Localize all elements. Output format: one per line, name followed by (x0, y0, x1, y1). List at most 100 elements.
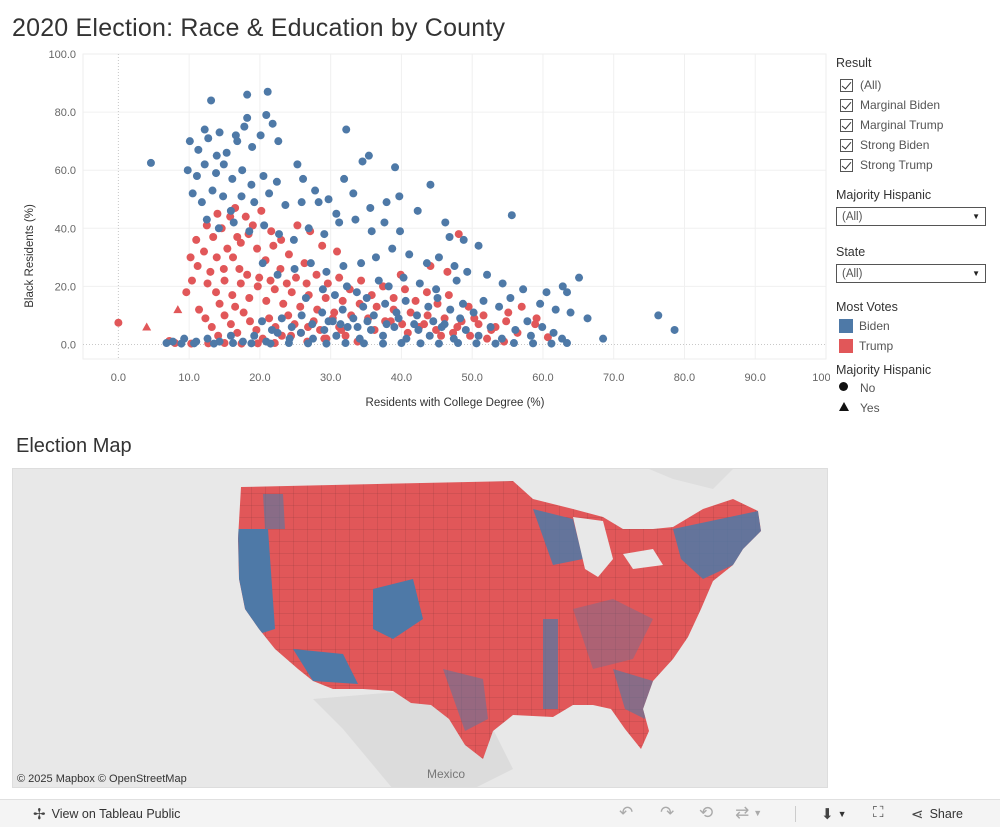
data-point[interactable] (434, 339, 443, 348)
data-point[interactable] (352, 288, 361, 297)
data-point[interactable] (469, 308, 478, 317)
result-checkbox-item[interactable]: Strong Biden (836, 135, 996, 155)
data-point[interactable] (406, 308, 415, 317)
data-point[interactable] (551, 305, 560, 314)
data-point[interactable] (416, 339, 425, 348)
data-point[interactable] (523, 317, 532, 326)
data-point[interactable] (563, 288, 572, 297)
data-point[interactable] (324, 317, 333, 326)
data-point[interactable] (193, 262, 202, 271)
data-point[interactable] (504, 308, 513, 317)
data-point[interactable] (243, 90, 252, 99)
data-point[interactable] (433, 294, 442, 302)
data-point[interactable] (190, 339, 199, 348)
data-point[interactable] (322, 339, 331, 348)
data-point[interactable] (320, 325, 329, 334)
data-point[interactable] (188, 189, 197, 198)
state-select[interactable]: (All) ▼ (836, 264, 986, 283)
data-point[interactable] (371, 253, 380, 262)
data-point[interactable] (275, 230, 284, 239)
data-point[interactable] (314, 198, 323, 207)
data-point[interactable] (226, 320, 235, 329)
data-point[interactable] (395, 192, 404, 201)
data-point[interactable] (358, 157, 367, 166)
data-point[interactable] (461, 325, 470, 334)
data-point[interactable] (423, 311, 432, 320)
data-point[interactable] (654, 311, 663, 320)
refresh-button[interactable]: ⇄ ▼ (735, 803, 762, 823)
data-point[interactable] (323, 279, 332, 288)
data-point[interactable] (245, 227, 254, 236)
data-point[interactable] (336, 320, 345, 329)
data-point[interactable] (398, 320, 407, 329)
data-point[interactable] (301, 294, 310, 302)
data-point[interactable] (260, 221, 269, 230)
data-point[interactable] (379, 339, 388, 348)
data-point[interactable] (304, 224, 313, 233)
data-point[interactable] (479, 296, 488, 305)
data-point[interactable] (293, 160, 302, 169)
data-point-triangle[interactable] (173, 305, 183, 314)
data-point[interactable] (182, 288, 191, 297)
data-point[interactable] (253, 282, 262, 291)
data-point[interactable] (202, 221, 211, 230)
data-point[interactable] (200, 125, 209, 134)
data-point[interactable] (185, 137, 194, 146)
data-point[interactable] (458, 299, 467, 308)
data-point[interactable] (449, 328, 458, 337)
data-point[interactable] (177, 339, 186, 348)
data-point[interactable] (384, 282, 393, 291)
data-point[interactable] (266, 276, 275, 285)
data-point[interactable] (367, 325, 376, 334)
data-point[interactable] (388, 244, 397, 253)
data-point[interactable] (374, 276, 383, 285)
shape-legend-item[interactable]: Yes (836, 398, 996, 418)
data-point[interactable] (444, 291, 453, 300)
data-point[interactable] (506, 294, 515, 302)
data-point[interactable] (470, 314, 479, 323)
data-point[interactable] (258, 317, 267, 326)
data-point[interactable] (206, 267, 215, 276)
share-button[interactable]: ⋖ Share (911, 805, 963, 823)
data-point[interactable] (483, 270, 492, 279)
data-point[interactable] (511, 325, 520, 334)
data-point[interactable] (389, 294, 398, 302)
data-point[interactable] (382, 320, 391, 329)
data-point[interactable] (226, 206, 235, 215)
data-point[interactable] (445, 233, 454, 241)
data-point[interactable] (272, 177, 281, 186)
data-point[interactable] (266, 339, 275, 348)
data-point[interactable] (239, 308, 248, 317)
data-point[interactable] (343, 323, 352, 332)
data-point[interactable] (519, 285, 528, 294)
data-point[interactable] (362, 294, 371, 302)
data-point[interactable] (228, 291, 237, 300)
revert-button[interactable]: ⟲ (699, 803, 713, 823)
data-point[interactable] (212, 151, 221, 160)
data-point[interactable] (297, 311, 306, 320)
data-point[interactable] (229, 253, 238, 262)
data-point[interactable] (426, 180, 435, 189)
data-point[interactable] (200, 247, 209, 256)
data-point[interactable] (453, 323, 462, 332)
data-point[interactable] (213, 209, 222, 218)
data-point[interactable] (483, 334, 492, 343)
data-point[interactable] (420, 320, 429, 329)
data-point[interactable] (543, 333, 552, 342)
data-point[interactable] (401, 296, 410, 305)
data-point[interactable] (342, 125, 351, 134)
data-point[interactable] (542, 288, 551, 297)
data-point[interactable] (381, 299, 390, 308)
data-point[interactable] (434, 253, 443, 262)
data-point[interactable] (231, 302, 240, 311)
data-point[interactable] (670, 325, 679, 334)
data-point[interactable] (318, 241, 327, 250)
data-point[interactable] (549, 328, 558, 337)
data-point[interactable] (222, 148, 231, 157)
data-point[interactable] (340, 174, 349, 183)
data-point[interactable] (437, 331, 446, 340)
data-point[interactable] (372, 302, 381, 311)
data-point[interactable] (259, 172, 268, 180)
data-point[interactable] (219, 192, 228, 201)
shape-legend-item[interactable]: No (836, 378, 996, 398)
